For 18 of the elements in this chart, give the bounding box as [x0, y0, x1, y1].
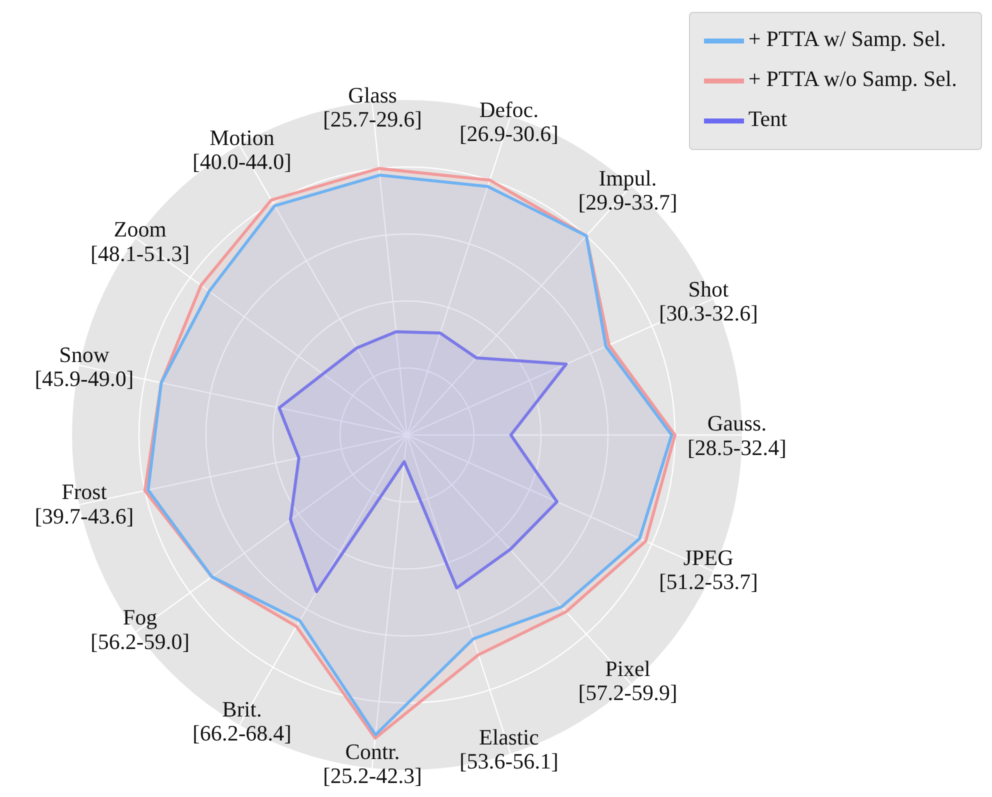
legend-label: + PTTA w/o Samp. Sel. — [748, 66, 957, 92]
spoke-label: Gauss. [28.5-32.4] — [687, 410, 786, 460]
spoke-label: Fog [56.2-59.0] — [90, 604, 190, 654]
spoke-label: JPEG [51.2-53.7] — [658, 544, 758, 594]
spoke-label: Shot [30.3-32.6] — [658, 276, 758, 326]
legend-label: + PTTA w/ Samp. Sel. — [748, 26, 946, 52]
spoke-label: Pixel [57.2-59.9] — [578, 656, 678, 706]
spoke-label: Impul. [29.9-33.7] — [578, 165, 678, 215]
spoke-label: Brit. [66.2-68.4] — [192, 696, 292, 746]
spoke-label: Defoc. [26.9-30.6] — [459, 96, 558, 146]
spoke-label: Motion [40.0-44.0] — [192, 124, 292, 174]
spoke-label: Snow [45.9-49.0] — [34, 342, 134, 392]
spoke-label: Elastic [53.6-56.1] — [459, 724, 558, 774]
spoke-label: Frost [39.7-43.6] — [34, 479, 134, 528]
spoke-label: Zoom [48.1-51.3] — [90, 216, 190, 266]
spoke-label: Contr. [25.2-42.3] — [323, 738, 422, 788]
legend-label: Tent — [748, 106, 788, 132]
spoke-label: Glass [25.7-29.6] — [323, 82, 422, 132]
